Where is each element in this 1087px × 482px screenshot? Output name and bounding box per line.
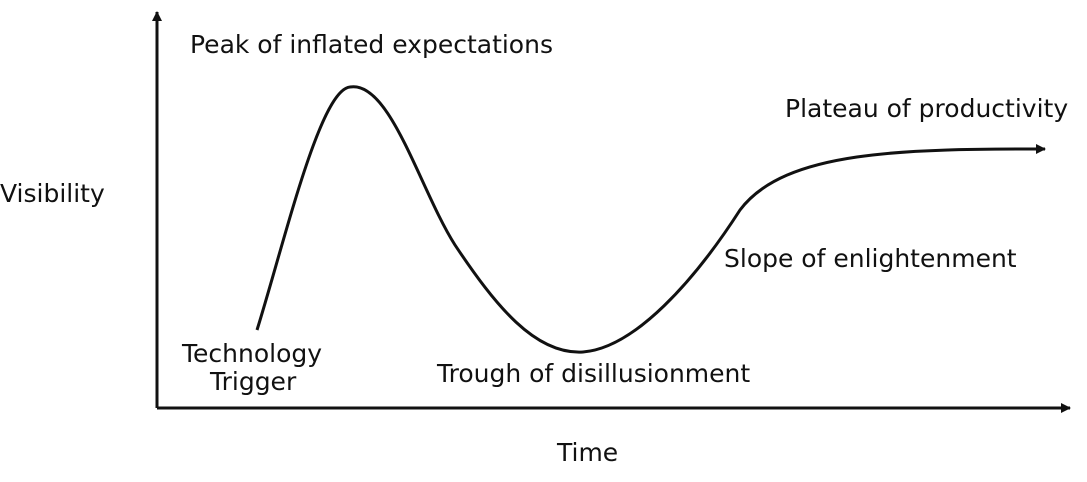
trigger-label-line1: Technology — [181, 339, 322, 368]
y-axis-label: Visibility — [0, 179, 105, 208]
trigger-label-line2: Trigger — [209, 367, 297, 396]
hype-curve — [255, 85, 1046, 354]
plateau-label: Plateau of productivity — [785, 94, 1068, 123]
slope-label: Slope of enlightenment — [724, 244, 1017, 273]
peak-label: Peak of inflated expectations — [190, 30, 553, 59]
trough-label: Trough of disillusionment — [436, 359, 750, 388]
x-axis-label: Time — [556, 438, 618, 467]
